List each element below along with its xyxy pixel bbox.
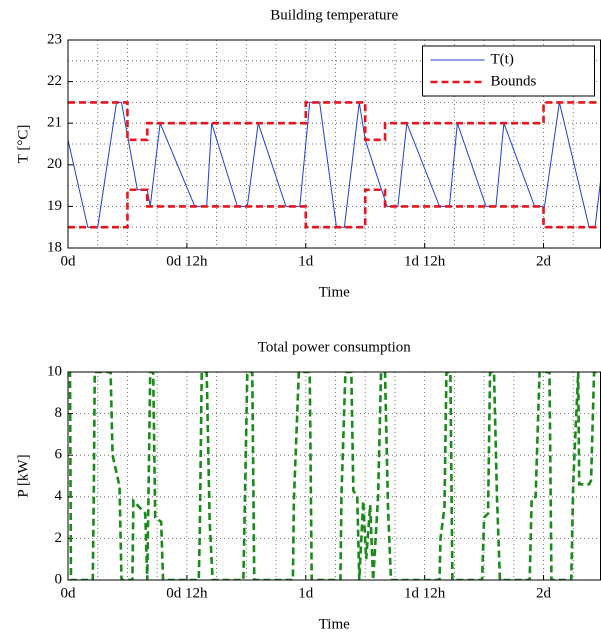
y-tick-label: 6 <box>55 447 63 463</box>
y-tick-label: 21 <box>47 115 62 131</box>
y-tick-label: 4 <box>55 488 63 504</box>
x-tick-label: 0d <box>61 585 77 601</box>
y-tick-label: 18 <box>47 239 62 255</box>
x-tick-label: 1d 12h <box>404 585 446 601</box>
y-tick-label: 8 <box>55 405 63 421</box>
chart-title: Total power consumption <box>258 339 412 355</box>
bound-line <box>68 101 601 142</box>
y-tick-label: 19 <box>47 198 62 214</box>
x-tick-label: 1d <box>298 253 314 269</box>
y-tick-label: 20 <box>47 156 62 172</box>
data-line <box>68 101 601 228</box>
x-tick-label: 0d <box>61 253 77 269</box>
data-line <box>68 372 601 580</box>
y-tick-label: 10 <box>47 363 62 379</box>
chart-title: Building temperature <box>270 7 398 23</box>
legend-label: Bounds <box>491 73 537 89</box>
y-tick-label: 0 <box>55 571 63 587</box>
x-tick-label: 0d 12h <box>166 253 208 269</box>
legend-box <box>422 45 595 97</box>
y-tick-label: 2 <box>55 530 63 546</box>
x-tick-label: 1d 12h <box>404 253 446 269</box>
x-axis-label: Time <box>319 284 350 300</box>
x-tick-label: 2d <box>536 585 552 601</box>
x-axis-label: Time <box>319 616 350 632</box>
x-tick-label: 0d 12h <box>166 585 208 601</box>
y-tick-label: 22 <box>47 73 62 89</box>
x-tick-label: 2d <box>536 253 552 269</box>
bound-line <box>68 188 601 229</box>
y-axis-label: P [kW] <box>15 454 31 497</box>
x-tick-label: 1d <box>298 585 314 601</box>
y-axis-label: T [°C] <box>15 125 31 164</box>
y-tick-label: 23 <box>47 31 62 47</box>
legend-label: T(t) <box>491 51 514 67</box>
